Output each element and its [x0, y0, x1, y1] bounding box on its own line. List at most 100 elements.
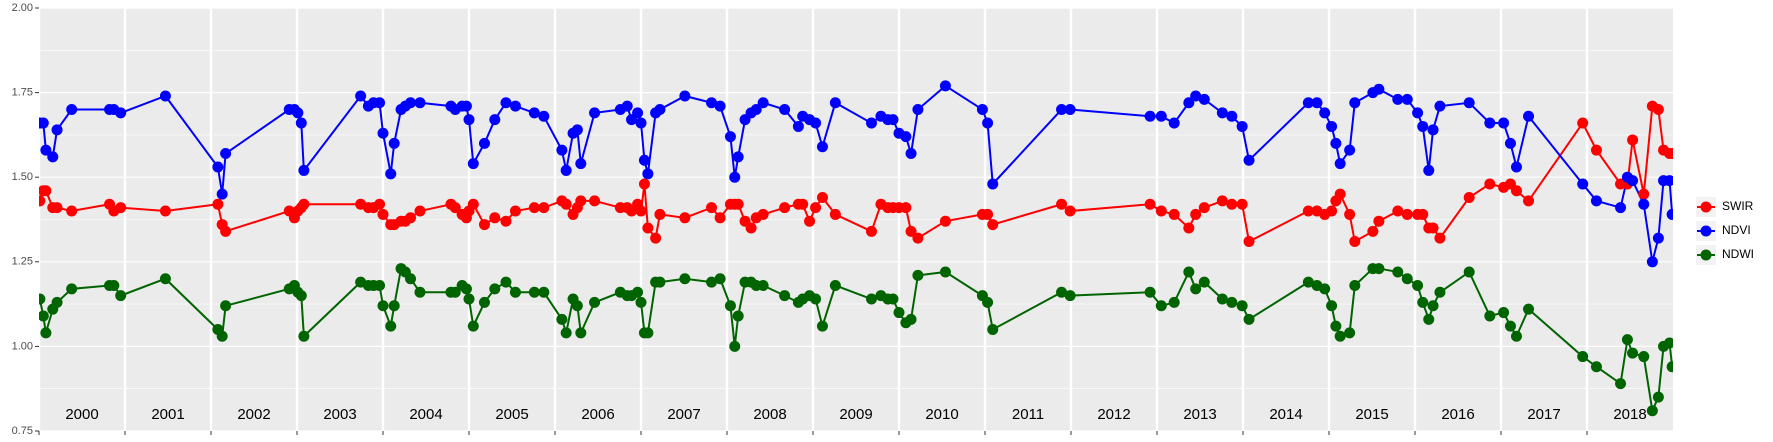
data-point	[414, 97, 426, 109]
data-point	[1484, 117, 1496, 129]
data-point	[621, 100, 633, 112]
data-point	[792, 120, 804, 132]
data-point	[1638, 198, 1650, 210]
data-point	[1302, 97, 1314, 109]
data-point	[1417, 120, 1429, 132]
year-annotation: 2009	[839, 406, 872, 423]
data-point	[1367, 225, 1379, 237]
data-point	[1190, 90, 1202, 102]
data-point	[732, 151, 744, 163]
data-point	[509, 286, 521, 298]
data-point	[388, 300, 400, 312]
data-point	[449, 202, 461, 214]
data-point	[1664, 337, 1673, 349]
data-point	[865, 293, 877, 305]
data-point	[1056, 104, 1068, 116]
data-point	[729, 171, 741, 183]
data-point	[757, 279, 769, 291]
data-point	[528, 107, 540, 119]
legend-key-point	[1700, 249, 1712, 261]
data-point	[1330, 137, 1342, 149]
year-annotation: 2008	[753, 406, 786, 423]
data-point	[1615, 378, 1627, 390]
data-point	[642, 168, 654, 180]
data-point	[714, 100, 726, 112]
data-point	[724, 300, 736, 312]
y-tick-label: 2.00	[12, 2, 33, 14]
data-point	[1392, 93, 1404, 105]
data-point	[478, 219, 490, 231]
data-point	[575, 195, 587, 207]
data-point	[295, 290, 307, 302]
data-point	[757, 97, 769, 109]
data-point	[829, 97, 841, 109]
year-annotation: 2000	[65, 406, 98, 423]
data-point	[1463, 192, 1475, 204]
data-point	[115, 290, 127, 302]
data-point	[976, 104, 988, 116]
year-annotation: 2016	[1441, 406, 1474, 423]
data-point	[538, 202, 550, 214]
data-point	[115, 107, 127, 119]
data-point	[905, 313, 917, 325]
data-point	[638, 178, 650, 190]
data-point	[632, 107, 644, 119]
y-tick-label: 1.25	[12, 256, 33, 268]
data-point	[757, 208, 769, 220]
data-point	[1412, 107, 1424, 119]
data-point	[1198, 202, 1210, 214]
data-point	[900, 131, 912, 143]
data-point	[374, 198, 386, 210]
data-point	[51, 296, 63, 308]
data-point	[1168, 208, 1180, 220]
data-point	[571, 124, 583, 136]
data-point	[220, 300, 232, 312]
data-point	[298, 330, 310, 342]
data-point	[1183, 97, 1195, 109]
data-point	[1627, 347, 1639, 359]
data-point	[1638, 188, 1650, 200]
data-point	[1498, 307, 1510, 319]
data-point	[460, 100, 472, 112]
data-point	[1236, 120, 1248, 132]
data-point	[40, 327, 52, 339]
data-point	[1577, 351, 1589, 363]
data-point	[650, 232, 662, 244]
data-point	[982, 296, 994, 308]
data-point	[500, 276, 512, 288]
data-point	[500, 215, 512, 227]
data-point	[779, 202, 791, 214]
year-annotation: 2004	[409, 406, 442, 423]
year-annotation: 2002	[237, 406, 270, 423]
data-point	[1226, 296, 1238, 308]
data-point	[1216, 195, 1228, 207]
data-point	[1334, 188, 1346, 200]
data-point	[1392, 205, 1404, 217]
data-point	[509, 205, 521, 217]
data-point	[405, 97, 417, 109]
data-point	[51, 124, 63, 136]
data-point	[724, 131, 736, 143]
data-point	[1064, 205, 1076, 217]
data-point	[388, 137, 400, 149]
data-point	[1349, 235, 1361, 247]
data-point	[1344, 144, 1356, 156]
data-point	[1373, 215, 1385, 227]
data-point	[1463, 97, 1475, 109]
data-point	[679, 212, 691, 224]
data-point	[1226, 198, 1238, 210]
data-point	[714, 212, 726, 224]
data-point	[1664, 175, 1673, 187]
data-point	[298, 198, 310, 210]
data-point	[528, 202, 540, 214]
data-point	[1326, 120, 1338, 132]
year-annotation: 2018	[1613, 406, 1646, 423]
data-point	[159, 205, 171, 217]
data-point	[460, 283, 472, 295]
axes: 0.75 1.00 1.25 1.50 1.75 2.00 2000 2001 2002 2003…	[12, 2, 1647, 437]
data-point	[1326, 205, 1338, 217]
data-point	[385, 168, 397, 180]
year-annotation: 2011	[1012, 406, 1044, 423]
data-point	[939, 80, 951, 92]
data-point	[1319, 107, 1331, 119]
